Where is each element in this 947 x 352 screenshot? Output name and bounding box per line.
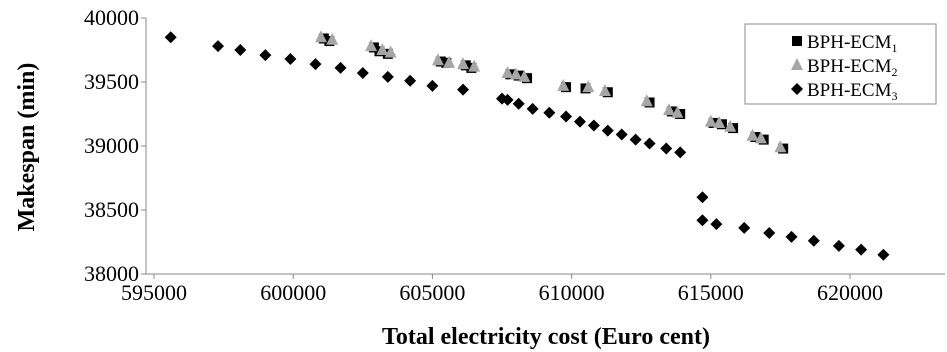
data-point xyxy=(376,43,389,55)
legend-marker xyxy=(792,36,802,46)
data-point xyxy=(557,78,570,91)
data-point xyxy=(674,146,687,159)
data-point xyxy=(582,80,595,93)
legend-label-subscript: 3 xyxy=(891,89,897,103)
y-tick-label: 38000 xyxy=(84,261,139,286)
data-point xyxy=(663,103,676,116)
data-point xyxy=(365,39,378,52)
x-axis-title: Total electricity cost (Euro cent) xyxy=(382,324,710,350)
data-point xyxy=(615,128,628,141)
data-point xyxy=(509,67,522,80)
data-point xyxy=(754,131,767,144)
legend-label: BPH-ECM3 xyxy=(807,80,897,103)
data-point xyxy=(518,69,531,82)
y-tick-label: 38500 xyxy=(84,197,139,222)
data-point xyxy=(501,93,514,106)
data-point xyxy=(431,53,444,66)
x-tick-label: 610000 xyxy=(539,280,605,305)
data-point xyxy=(763,227,776,240)
data-point xyxy=(381,70,394,83)
data-point xyxy=(671,105,684,118)
data-point xyxy=(724,119,737,132)
legend-box xyxy=(744,23,937,105)
series-3 xyxy=(164,31,890,261)
legend-label-subscript: 1 xyxy=(891,41,897,55)
tick-labels: 38000 38500 39000 39500 40000 595000 600000 605… xyxy=(84,5,883,305)
data-point xyxy=(404,74,417,87)
data-point xyxy=(601,124,614,137)
data-point xyxy=(526,102,539,115)
data-point xyxy=(785,230,798,243)
data-point xyxy=(512,97,525,110)
legend-marker xyxy=(791,58,803,70)
x-tick-label: 595000 xyxy=(121,280,187,305)
x-tick-label: 605000 xyxy=(399,280,465,305)
data-point xyxy=(696,214,709,227)
data-point xyxy=(468,59,481,72)
data-point xyxy=(774,140,787,153)
legend-label-base: BPH-ECM xyxy=(807,56,892,77)
data-point xyxy=(457,57,470,70)
data-point xyxy=(212,40,225,53)
plot-area xyxy=(164,30,890,261)
data-point xyxy=(443,55,456,68)
x-tick-label: 620000 xyxy=(817,280,883,305)
x-tick-label: 615000 xyxy=(678,280,744,305)
data-point xyxy=(807,234,820,247)
data-point xyxy=(704,114,717,127)
data-point xyxy=(599,83,612,96)
data-point xyxy=(660,142,673,155)
data-point xyxy=(309,58,322,71)
data-point xyxy=(573,115,586,128)
data-point xyxy=(543,106,556,119)
legend-label: BPH-ECM1 xyxy=(807,32,897,55)
data-point xyxy=(696,191,709,204)
data-point xyxy=(501,66,514,79)
data-point xyxy=(234,44,247,56)
data-point xyxy=(587,119,600,132)
data-point xyxy=(384,45,397,58)
data-point xyxy=(738,221,751,234)
y-axis-title: Makespan (min) xyxy=(14,63,40,232)
axes xyxy=(141,17,945,279)
y-tick-label: 39500 xyxy=(84,69,139,94)
data-point xyxy=(746,128,759,141)
data-point xyxy=(713,115,726,128)
y-tick-label: 40000 xyxy=(84,5,139,30)
data-point xyxy=(356,67,369,80)
y-tick-label: 39000 xyxy=(84,133,139,158)
data-point xyxy=(259,49,272,62)
data-point xyxy=(832,239,845,252)
data-point xyxy=(877,248,890,261)
series-2 xyxy=(315,30,787,153)
data-point xyxy=(640,94,653,107)
data-point xyxy=(284,52,297,65)
data-point xyxy=(334,61,347,74)
data-point xyxy=(315,30,328,43)
data-point xyxy=(855,243,868,256)
legend-label-base: BPH-ECM xyxy=(807,32,892,53)
data-point xyxy=(643,137,656,150)
legend-marker xyxy=(791,83,803,95)
data-point xyxy=(560,110,573,123)
data-point xyxy=(629,133,642,146)
data-point xyxy=(710,218,723,231)
data-point xyxy=(326,32,339,45)
legend-label: BPH-ECM2 xyxy=(807,56,897,79)
data-point xyxy=(457,83,470,96)
legend-label-base: BPH-ECM xyxy=(807,80,892,101)
legend-label-subscript: 2 xyxy=(891,65,897,79)
x-tick-label: 600000 xyxy=(260,280,326,305)
data-point xyxy=(426,79,439,92)
data-point xyxy=(164,31,177,44)
